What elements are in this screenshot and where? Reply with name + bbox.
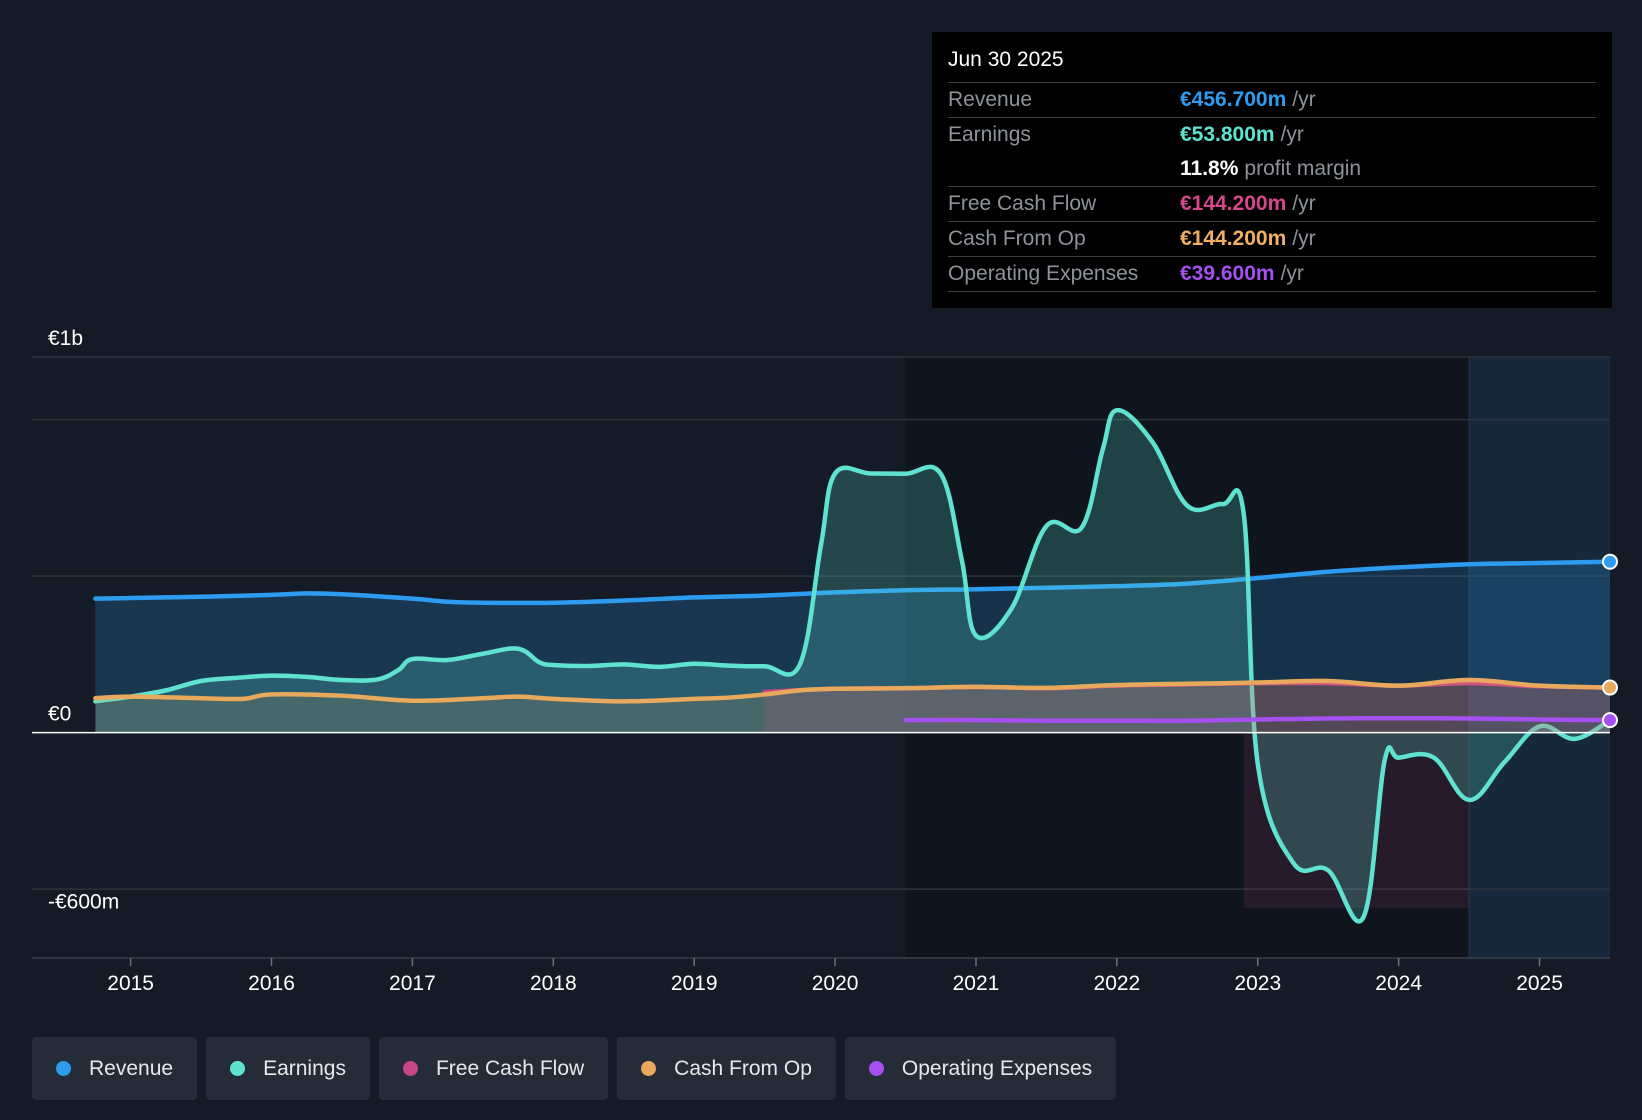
tooltip-row-revenue: Revenue €456.700m /yr bbox=[948, 83, 1596, 118]
legend-item-revenue[interactable]: Revenue bbox=[32, 1037, 198, 1100]
x-tick-label: 2020 bbox=[812, 972, 859, 995]
y-tick-label: €0 bbox=[48, 703, 71, 726]
tooltip-label-empty bbox=[948, 152, 1180, 186]
x-tick-label: 2016 bbox=[248, 972, 295, 995]
legend-dot-icon bbox=[402, 1061, 418, 1076]
cash-from-op-line bbox=[93, 677, 1613, 704]
legend-label: Free Cash Flow bbox=[435, 1056, 585, 1080]
x-tick-label: 2021 bbox=[953, 972, 1000, 995]
chart-legend: Revenue Earnings Free Cash Flow Cash Fro… bbox=[32, 1037, 1117, 1100]
tooltip-label: Free Cash Flow bbox=[948, 192, 1097, 215]
x-tick-label: 2022 bbox=[1094, 972, 1141, 995]
tooltip-label: Revenue bbox=[948, 88, 1033, 111]
earnings-line bbox=[93, 407, 1613, 924]
legend-label: Operating Expenses bbox=[901, 1056, 1093, 1080]
chart-canvas: €1b €0 -€600m 2015 2016 2017 2018 2019 2020 2021 2… bbox=[32, 327, 1618, 995]
x-tick-label: 2023 bbox=[1234, 972, 1281, 995]
x-tick-label: 2019 bbox=[671, 972, 718, 995]
revenue-line bbox=[93, 559, 1613, 606]
revenue-end-marker bbox=[1602, 553, 1618, 570]
legend-dot-icon bbox=[230, 1061, 246, 1076]
tooltip-value: €144.200m bbox=[1180, 192, 1287, 215]
cash-from-op-end-marker bbox=[1602, 679, 1618, 696]
tooltip-row-earnings: Earnings €53.800m /yr bbox=[948, 118, 1596, 152]
tooltip-unit: /yr bbox=[1280, 262, 1304, 285]
tooltip-value: €456.700m bbox=[1180, 88, 1287, 111]
forecast-region-shade bbox=[1469, 357, 1610, 958]
tooltip-row-operating-expenses: Operating Expenses €39.600m /yr bbox=[948, 257, 1596, 292]
tooltip-date: Jun 30 2025 bbox=[948, 46, 1596, 83]
operating-expenses-end-marker bbox=[1602, 712, 1618, 729]
legend-item-operating-expenses[interactable]: Operating Expenses bbox=[844, 1037, 1117, 1100]
legend-item-cash-from-op[interactable]: Cash From Op bbox=[617, 1037, 836, 1100]
tooltip-unit: /yr bbox=[1280, 123, 1304, 146]
y-tick-label: €1b bbox=[48, 327, 83, 350]
legend-item-free-cash-flow[interactable]: Free Cash Flow bbox=[378, 1037, 609, 1100]
legend-item-earnings[interactable]: Earnings bbox=[206, 1037, 370, 1100]
x-tick-label: 2024 bbox=[1375, 972, 1422, 995]
tooltip-unit: /yr bbox=[1292, 192, 1316, 215]
x-tick-label: 2017 bbox=[389, 972, 436, 995]
legend-label: Earnings bbox=[263, 1056, 346, 1080]
tooltip-row-profit-margin: 11.8% profit margin bbox=[948, 152, 1596, 187]
tooltip-label: Operating Expenses bbox=[948, 262, 1139, 285]
y-tick-label: -€600m bbox=[48, 890, 119, 913]
operating-expenses-line bbox=[903, 715, 1613, 724]
legend-dot-icon bbox=[641, 1061, 657, 1076]
tooltip-unit: /yr bbox=[1292, 227, 1316, 250]
x-tick-label: 2018 bbox=[530, 972, 577, 995]
legend-dot-icon bbox=[868, 1061, 884, 1076]
tooltip-value: €144.200m bbox=[1180, 227, 1287, 250]
x-tick-label: 2025 bbox=[1516, 972, 1563, 995]
free-cash-flow-negative-area bbox=[1243, 732, 1470, 908]
tooltip-row-cash-from-op: Cash From Op €144.200m /yr bbox=[948, 222, 1596, 257]
tooltip-value: €53.800m bbox=[1180, 123, 1275, 146]
tooltip-unit: /yr bbox=[1292, 88, 1316, 111]
legend-dot-icon bbox=[56, 1061, 71, 1076]
profit-margin-label: profit margin bbox=[1244, 157, 1362, 180]
earnings-area bbox=[95, 410, 1611, 922]
tooltip-label: Earnings bbox=[948, 123, 1031, 146]
legend-label: Cash From Op bbox=[674, 1056, 812, 1080]
tooltip-row-free-cash-flow: Free Cash Flow €144.200m /yr bbox=[948, 187, 1596, 222]
profit-margin-value: 11.8% bbox=[1180, 157, 1239, 180]
tooltip-label: Cash From Op bbox=[948, 227, 1086, 250]
tooltip-value: €39.600m bbox=[1180, 262, 1275, 285]
x-tick-label: 2015 bbox=[107, 972, 154, 995]
legend-label: Revenue bbox=[89, 1056, 174, 1080]
data-tooltip: Jun 30 2025 Revenue €456.700m /yr Earnin… bbox=[932, 32, 1612, 308]
